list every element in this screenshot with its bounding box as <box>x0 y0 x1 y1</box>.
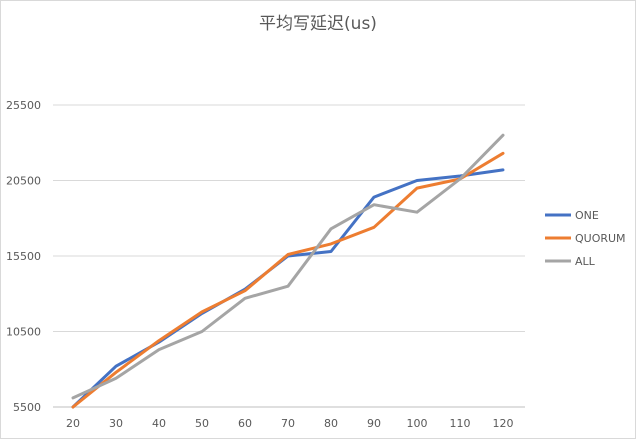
x-tick-label: 100 <box>407 417 428 430</box>
x-tick-label: 70 <box>281 417 295 430</box>
x-tick-label: 60 <box>238 417 252 430</box>
y-tick-label: 20500 <box>6 175 41 188</box>
y-tick-label: 25500 <box>6 99 41 112</box>
x-tick-label: 50 <box>195 417 209 430</box>
series-line-one <box>71 168 505 409</box>
series-line-quorum <box>71 151 505 409</box>
legend-label: ALL <box>575 255 596 268</box>
series-line-all <box>71 133 505 400</box>
series-lines <box>71 133 505 409</box>
gridlines <box>53 104 525 332</box>
legend-label: QUORUM <box>575 232 626 245</box>
x-tick-label: 40 <box>152 417 166 430</box>
y-tick-label: 10500 <box>6 326 41 339</box>
legend: ONE QUORUM ALL <box>545 209 626 268</box>
y-tick-label: 5500 <box>13 401 41 414</box>
x-tick-label: 110 <box>450 417 471 430</box>
x-tick-label: 120 <box>493 417 514 430</box>
legend-label: ONE <box>575 209 599 222</box>
y-tick-label: 15500 <box>6 250 41 263</box>
x-tick-label: 80 <box>324 417 338 430</box>
x-tick-label: 30 <box>109 417 123 430</box>
chart-title: 平均写延迟(us) <box>259 14 377 34</box>
x-tick-label: 90 <box>367 417 381 430</box>
axes: 5500 10500 15500 20500 25500 20 30 40 50 60 70 80 90… <box>6 99 525 430</box>
x-tick-label: 20 <box>66 417 80 430</box>
